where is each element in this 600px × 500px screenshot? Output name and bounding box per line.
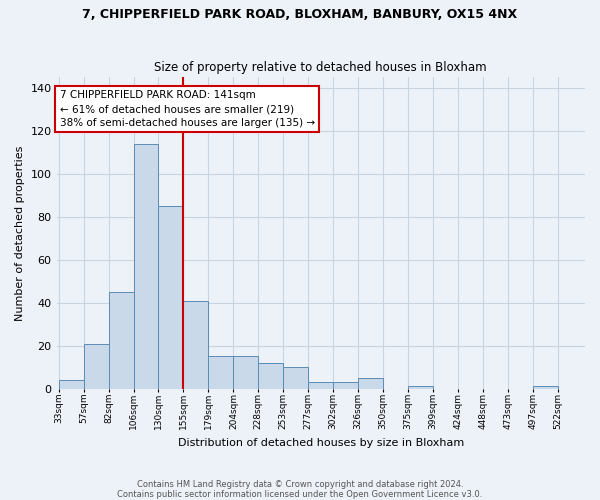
Bar (184, 300, 208, 388)
Bar (59, 380, 83, 388)
Bar (109, 292, 134, 388)
Bar (158, 206, 184, 388)
Bar (358, 378, 383, 388)
Title: Size of property relative to detached houses in Bloxham: Size of property relative to detached ho… (154, 60, 487, 74)
Text: Contains HM Land Registry data © Crown copyright and database right 2024.
Contai: Contains HM Land Registry data © Crown c… (118, 480, 482, 499)
Bar (308, 382, 333, 388)
Bar (134, 144, 158, 388)
Text: 7 CHIPPERFIELD PARK ROAD: 141sqm
← 61% of detached houses are smaller (219)
38% : 7 CHIPPERFIELD PARK ROAD: 141sqm ← 61% o… (59, 90, 315, 128)
Bar (259, 363, 283, 388)
Bar (208, 356, 233, 388)
Bar (533, 386, 558, 388)
Bar (283, 367, 308, 388)
X-axis label: Distribution of detached houses by size in Bloxham: Distribution of detached houses by size … (178, 438, 464, 448)
Bar (333, 382, 358, 388)
Bar (83, 344, 109, 388)
Y-axis label: Number of detached properties: Number of detached properties (15, 146, 25, 320)
Bar (233, 356, 259, 388)
Text: 7, CHIPPERFIELD PARK ROAD, BLOXHAM, BANBURY, OX15 4NX: 7, CHIPPERFIELD PARK ROAD, BLOXHAM, BANB… (82, 8, 518, 20)
Bar (408, 386, 433, 388)
